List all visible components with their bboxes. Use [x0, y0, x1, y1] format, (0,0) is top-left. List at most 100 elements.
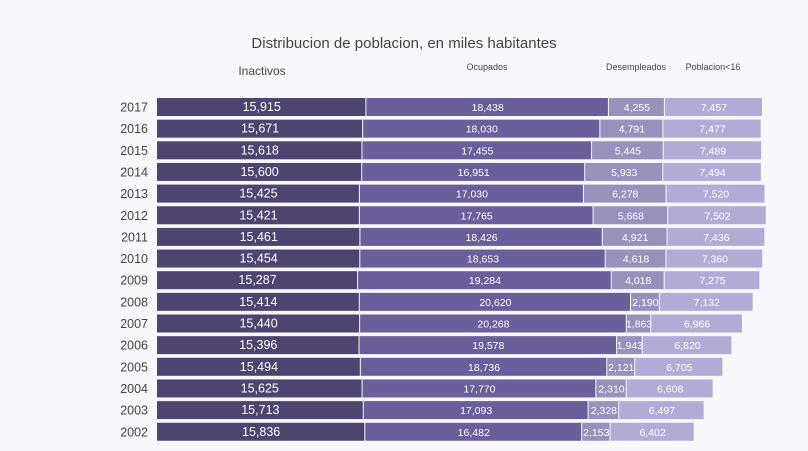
bar-segment-ocupados [363, 119, 600, 138]
data-label: 5,933 [611, 167, 637, 179]
bar-segment-ocupados [360, 227, 602, 246]
bar-segment-poblacion-16 [668, 206, 766, 225]
data-label: 15,454 [240, 252, 278, 266]
data-label: 15,414 [239, 295, 277, 309]
data-label: 18,426 [466, 232, 498, 244]
data-label: 18,030 [466, 124, 498, 136]
bar-segment-ocupados [358, 271, 611, 290]
bar-segment-poblacion-16 [642, 336, 732, 355]
bar-segment-desempleados [608, 98, 664, 116]
bar-segment-poblacion-16 [619, 401, 704, 420]
bar-segment-inactivos [157, 141, 362, 160]
bar-segment-ocupados [362, 379, 596, 398]
bar-segment-poblacion-16 [651, 314, 742, 333]
data-label: 18,438 [472, 102, 504, 114]
data-label: 15,915 [243, 100, 281, 114]
data-label: 2,121 [608, 362, 634, 374]
header-inactivos: Inactivos [238, 64, 286, 78]
bar-segment-inactivos [157, 271, 358, 290]
bar-segment-inactivos [157, 206, 359, 225]
bar-segment-inactivos [157, 336, 359, 355]
data-label: 19,578 [472, 340, 504, 352]
bar-segment-poblacion-16 [659, 292, 753, 311]
bar-segment-poblacion-16 [666, 249, 763, 268]
data-label: 15,494 [240, 360, 278, 374]
bar-segment-inactivos [157, 184, 359, 203]
bar-segment-ocupados [365, 422, 582, 441]
data-label: 7,457 [701, 102, 727, 114]
data-label: 4,255 [624, 102, 650, 114]
bar-segment-desempleados [611, 271, 664, 290]
bar-segment-desempleados [631, 292, 659, 311]
data-label: 15,713 [241, 403, 279, 417]
bar-segment-ocupados [363, 401, 588, 420]
bar-segment-desempleados [592, 141, 663, 160]
data-label: 15,600 [240, 165, 278, 179]
y-tick-label: 2014 [120, 165, 148, 179]
bar-segment-inactivos [157, 314, 360, 333]
data-label: 20,620 [479, 297, 511, 309]
data-label: 4,618 [623, 254, 649, 266]
data-label: 6,820 [674, 340, 700, 352]
data-label: 2,153 [583, 427, 609, 439]
data-label: 2,328 [591, 405, 617, 417]
data-label: 1,863 [626, 319, 652, 331]
bar-segment-poblacion-16 [664, 98, 762, 116]
y-tick-label: 2009 [120, 274, 148, 288]
data-label: 1,943 [617, 340, 643, 352]
bar-segment-desempleados [588, 401, 619, 420]
data-label: 7,436 [703, 232, 729, 244]
data-label: 5,445 [615, 145, 641, 157]
data-label: 20,268 [477, 319, 509, 331]
data-label: 6,278 [612, 189, 638, 201]
data-label: 6,966 [684, 319, 710, 331]
data-label: 18,653 [467, 254, 499, 266]
bar-segment-poblacion-16 [664, 271, 760, 290]
data-label: 17,455 [461, 145, 493, 157]
y-tick-label: 2006 [120, 339, 148, 353]
data-label: 2,310 [598, 383, 624, 395]
bar-segment-inactivos [157, 401, 363, 420]
bar-segment-ocupados [360, 314, 626, 333]
y-tick-label: 2002 [120, 425, 148, 439]
bar-segment-inactivos [157, 98, 366, 116]
chart-title: Distribucion de poblacion, en miles habi… [251, 35, 557, 52]
bar-segment-poblacion-16 [635, 357, 723, 376]
bar-segment-poblacion-16 [663, 119, 761, 138]
data-label: 17,093 [460, 405, 492, 417]
data-label: 6,402 [639, 427, 665, 439]
bar-segment-poblacion-16 [626, 379, 713, 398]
data-label: 6,497 [649, 405, 675, 417]
bar-segment-ocupados [362, 141, 592, 160]
bar-segment-inactivos [157, 119, 363, 138]
data-label: 4,018 [625, 275, 651, 287]
data-label: 18,736 [468, 362, 500, 374]
bar-segment-inactivos [157, 422, 365, 441]
bar-segment-desempleados [593, 206, 668, 225]
data-label: 17,765 [461, 210, 493, 222]
header-desempleados: Desempleados [605, 62, 667, 72]
bar-segment-ocupados [360, 249, 605, 268]
bar-segment-ocupados [359, 184, 583, 203]
y-tick-label: 2003 [120, 404, 148, 418]
data-label: 7,489 [700, 145, 726, 157]
data-label: 7,494 [699, 167, 725, 179]
data-label: 17,770 [463, 383, 495, 395]
data-label: 15,671 [241, 122, 279, 136]
bar-segment-ocupados [360, 357, 607, 376]
y-tick-label: 2017 [120, 101, 148, 115]
bar-segment-poblacion-16 [610, 422, 694, 441]
bar-segment-ocupados [362, 162, 585, 181]
bar-segment-desempleados [605, 249, 666, 268]
data-label: 7,275 [699, 275, 725, 287]
y-tick-label: 2004 [120, 382, 148, 396]
bar-segment-desempleados [600, 119, 663, 138]
bar-segment-ocupados [359, 206, 593, 225]
data-label: 15,421 [239, 208, 277, 222]
data-label: 15,461 [240, 230, 278, 244]
bar-segment-desempleados [626, 314, 651, 333]
header-poblacion-16: Poblacion<16 [685, 62, 741, 72]
bar-segment-ocupados [359, 336, 617, 355]
y-tick-label: 2015 [120, 144, 148, 158]
